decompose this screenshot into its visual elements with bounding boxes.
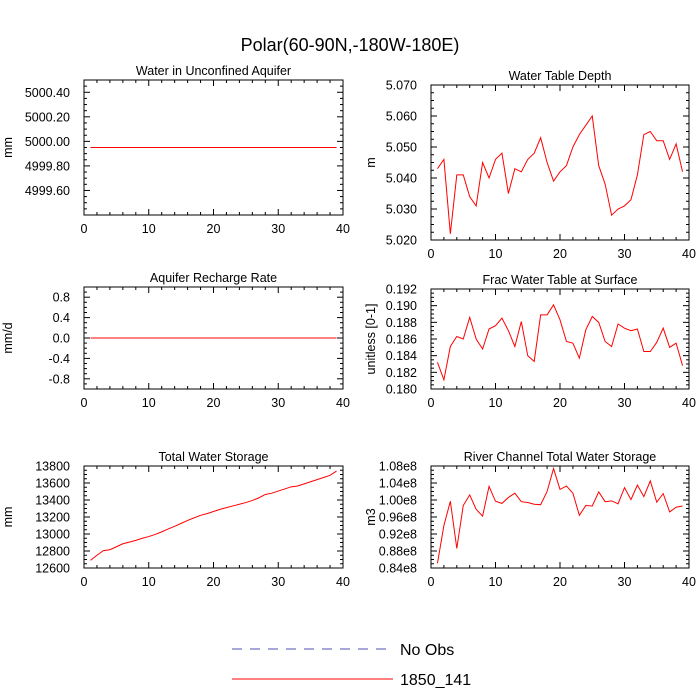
panel-4-ytick-label: 0.182	[386, 366, 417, 380]
panel-5-series-line	[90, 470, 337, 561]
panel-1-xtick-label: 10	[142, 222, 156, 236]
figure-title: Polar(60-90N,-180W-180E)	[241, 35, 460, 55]
panel-5-ytick-label: 13800	[35, 460, 70, 474]
panel-5: Total Water Storage mm 0 10 20 30 40 12600 12800…	[1, 450, 350, 589]
panel-4-title: Frac Water Table at Surface	[483, 273, 638, 287]
panel-5-xtick-label: 10	[142, 575, 156, 589]
panel-1-ytick-label: 4999.60	[25, 184, 70, 198]
panel-2-xtick-label: 30	[618, 247, 632, 261]
panel-3-ytick-label: 0.4	[53, 311, 70, 325]
panel-3-xtick-label: 20	[207, 396, 221, 410]
panel-2-xtick-label: 0	[428, 247, 435, 261]
panel-6: River Channel Total Water Storage m3 0 10 20…	[364, 450, 696, 589]
panel-5-ytick-label: 13400	[35, 494, 70, 508]
panel-3-ytick-label: -0.4	[48, 352, 70, 366]
panel-3-ytick-label: 0.0	[53, 332, 70, 346]
panel-2-title: Water Table Depth	[509, 69, 612, 83]
panel-3-ytick-label: -0.8	[48, 372, 70, 386]
panel-6-ytick-label: 1.08e8	[379, 460, 417, 474]
panel-2-ytick-label: 5.020	[386, 234, 417, 248]
panel-6-xtick-label: 20	[553, 575, 567, 589]
panel-5-ytick-label: 13200	[35, 511, 70, 525]
panel-1-ylabel: mm	[1, 137, 15, 158]
panel-6-series-line	[436, 466, 683, 564]
panel-6-ytick-label: 0.88e8	[379, 545, 417, 559]
panel-1-ytick-label: 5000.00	[25, 135, 70, 149]
panel-3-xtick-label: 40	[336, 396, 350, 410]
panel-6-xtick-label: 40	[682, 575, 696, 589]
panel-5-frame	[83, 465, 344, 569]
panel-5-ytick-label: 12800	[35, 545, 70, 559]
panel-4-series-line	[436, 303, 684, 382]
panel-3-xtick-label: 10	[142, 396, 156, 410]
panel-5-ylabel: mm	[1, 507, 15, 528]
panel-6-ylabel: m3	[364, 508, 378, 525]
panel-2-ytick-label: 5.050	[386, 141, 417, 155]
panel-4-ytick-label: 0.192	[386, 283, 417, 297]
panel-4-ytick-label: 0.186	[386, 333, 417, 347]
panel-2-ytick-label: 5.030	[386, 203, 417, 217]
panel-4-xtick-label: 0	[428, 396, 435, 410]
panel-4-ytick-label: 0.190	[386, 299, 417, 313]
panel-3-ytick-label: 0.8	[53, 291, 70, 305]
panel-3-xtick-label: 30	[271, 396, 285, 410]
legend-label-1850-141: 1850_141	[400, 672, 471, 689]
panel-4-xtick-label: 10	[489, 396, 503, 410]
panel-2-series-line	[437, 114, 684, 234]
panel-5-title: Total Water Storage	[158, 450, 268, 464]
panel-4-frame	[430, 288, 690, 390]
panel-3: Aquifer Recharge Rate mm/d 0 10 20 30 40 -0.8 -0…	[1, 271, 350, 410]
panel-1-title: Water in Unconfined Aquifer	[136, 64, 291, 78]
legend: No Obs 1850_141	[232, 642, 471, 689]
panel-2-xtick-label: 20	[553, 247, 567, 261]
panel-4-ytick-label: 0.180	[386, 383, 417, 397]
panel-5-xtick-label: 20	[207, 575, 221, 589]
panel-4-xtick-label: 20	[553, 396, 567, 410]
panel-2: Water Table Depth m 0 10 20 30 40 5.020 5.030 5.0…	[364, 69, 696, 261]
panel-1-ytick-label: 5000.40	[25, 86, 70, 100]
panel-4: Frac Water Table at Surface unitless [0-1…	[364, 273, 696, 410]
panel-6-ytick-label: 0.92e8	[379, 528, 417, 542]
panel-3-ylabel: mm/d	[1, 322, 15, 353]
panel-4-xtick-label: 30	[618, 396, 632, 410]
panel-1-xtick-label: 30	[271, 222, 285, 236]
panel-4-xtick-label: 40	[682, 396, 696, 410]
panel-6-title: River Channel Total Water Storage	[464, 450, 657, 464]
panel-4-ylabel: unitless [0-1]	[364, 304, 378, 375]
panel-5-xtick-label: 40	[336, 575, 350, 589]
panel-6-ytick-label: 0.96e8	[379, 511, 417, 525]
panel-2-ytick-label: 5.060	[386, 110, 417, 124]
panel-1-ytick-label: 4999.80	[25, 159, 70, 173]
panel-1-ytick-label: 5000.20	[25, 110, 70, 124]
panel-5-ytick-label: 12600	[35, 562, 70, 576]
panel-3-title: Aquifer Recharge Rate	[150, 271, 277, 285]
panel-2-xtick-label: 40	[682, 247, 696, 261]
panel-6-ytick-label: 0.84e8	[379, 562, 417, 576]
panel-2-ylabel: m	[364, 157, 378, 167]
panel-6-xtick-label: 30	[618, 575, 632, 589]
panel-6-xtick-label: 0	[428, 575, 435, 589]
panel-4-ytick-label: 0.184	[386, 349, 417, 363]
panel-2-xtick-label: 10	[489, 247, 503, 261]
panel-5-ytick-label: 13600	[35, 477, 70, 491]
panel-1-xtick-label: 20	[207, 222, 221, 236]
panel-6-xtick-label: 10	[489, 575, 503, 589]
panels: Water in Unconfined Aquifer mm 0 10 20 30 40 49…	[1, 64, 696, 589]
panel-1: Water in Unconfined Aquifer mm 0 10 20 30 40 49…	[1, 64, 350, 236]
panel-2-ytick-label: 5.070	[386, 79, 417, 93]
panel-5-xtick-label: 30	[271, 575, 285, 589]
legend-label-no-obs: No Obs	[400, 642, 454, 659]
panel-6-ytick-label: 1.04e8	[379, 477, 417, 491]
panel-2-frame	[430, 84, 690, 241]
panel-1-xtick-label: 40	[336, 222, 350, 236]
panel-5-ytick-label: 13000	[35, 528, 70, 542]
panel-3-xtick-label: 0	[81, 396, 88, 410]
panel-2-ytick-label: 5.040	[386, 172, 417, 186]
panel-4-ytick-label: 0.188	[386, 316, 417, 330]
panel-6-ytick-label: 1.00e8	[379, 494, 417, 508]
panel-5-xtick-label: 0	[81, 575, 88, 589]
panel-1-xtick-label: 0	[81, 222, 88, 236]
